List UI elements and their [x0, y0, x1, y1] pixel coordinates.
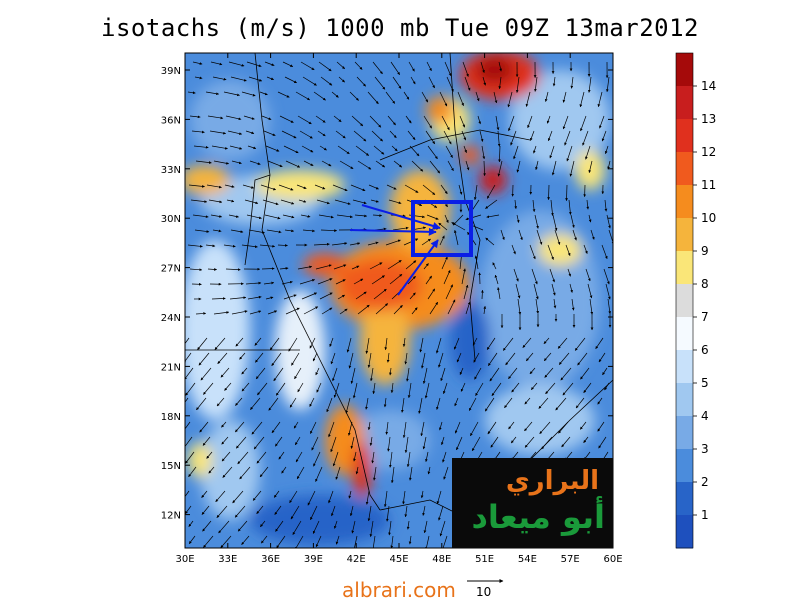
lat-tick-label: 39N — [161, 66, 181, 77]
lon-tick-label: 57E — [561, 554, 580, 565]
colorbar-label: 4 — [701, 409, 709, 423]
colorbar-swatch — [676, 416, 693, 450]
lon-tick-label: 33E — [218, 554, 237, 565]
colorbar-label: 2 — [701, 475, 709, 489]
colorbar-swatch — [676, 119, 693, 153]
colorbar-swatch — [676, 449, 693, 483]
colorbar-label: 8 — [701, 277, 709, 291]
lon-tick-label: 36E — [261, 554, 280, 565]
colorbar-swatch — [676, 218, 693, 252]
site-name: albrari.com — [342, 578, 456, 602]
colorbar-swatch — [676, 482, 693, 516]
colorbar-label: 12 — [701, 145, 716, 159]
colorbar: 14 13 12 11 10 9 8 7 6 5 4 3 2 1 — [676, 53, 716, 549]
lon-tick-label: 42E — [347, 554, 366, 565]
lat-tick-label: 21N — [161, 362, 181, 373]
lat-tick-label: 33N — [161, 165, 181, 176]
logo-line1: البراري — [506, 466, 599, 496]
colorbar-label: 1 — [701, 508, 709, 522]
colorbar-swatch — [676, 350, 693, 384]
lat-tick-label: 27N — [161, 264, 181, 275]
colorbar-label: 7 — [701, 310, 709, 324]
colorbar-label: 9 — [701, 244, 709, 258]
lon-tick-label: 39E — [304, 554, 323, 565]
logo: البراري أبو ميعاد — [452, 458, 613, 548]
lon-tick-label: 45E — [389, 554, 408, 565]
colorbar-swatch — [676, 152, 693, 186]
colorbar-swatch — [676, 317, 693, 351]
colorbar-swatch — [676, 53, 693, 87]
colorbar-label: 13 — [701, 112, 716, 126]
colorbar-label: 6 — [701, 343, 709, 357]
lat-tick-label: 30N — [161, 214, 181, 225]
colorbar-label: 3 — [701, 442, 709, 456]
lon-tick-label: 51E — [475, 554, 494, 565]
lon-tick-label: 30E — [175, 554, 194, 565]
lat-tick-label: 18N — [161, 412, 181, 423]
lon-tick-label: 60E — [603, 554, 622, 565]
colorbar-label: 14 — [701, 79, 716, 93]
colorbar-label: 11 — [701, 178, 716, 192]
colorbar-swatch — [676, 284, 693, 318]
colorbar-swatch — [676, 383, 693, 417]
colorbar-label: 5 — [701, 376, 709, 390]
colorbar-swatch — [676, 251, 693, 285]
colorbar-swatch — [676, 185, 693, 219]
colorbar-swatch — [676, 86, 693, 120]
reference-vector-label: 10 — [476, 585, 491, 599]
colorbar-label: 10 — [701, 211, 716, 225]
colorbar-swatch — [676, 515, 693, 549]
lat-tick-label: 36N — [161, 115, 181, 126]
lon-tick-label: 48E — [432, 554, 451, 565]
lat-tick-label: 12N — [161, 511, 181, 522]
logo-line2: أبو ميعاد — [471, 498, 605, 536]
lat-tick-label: 24N — [161, 313, 181, 324]
lat-tick-label: 15N — [161, 461, 181, 472]
lon-tick-label: 54E — [518, 554, 537, 565]
